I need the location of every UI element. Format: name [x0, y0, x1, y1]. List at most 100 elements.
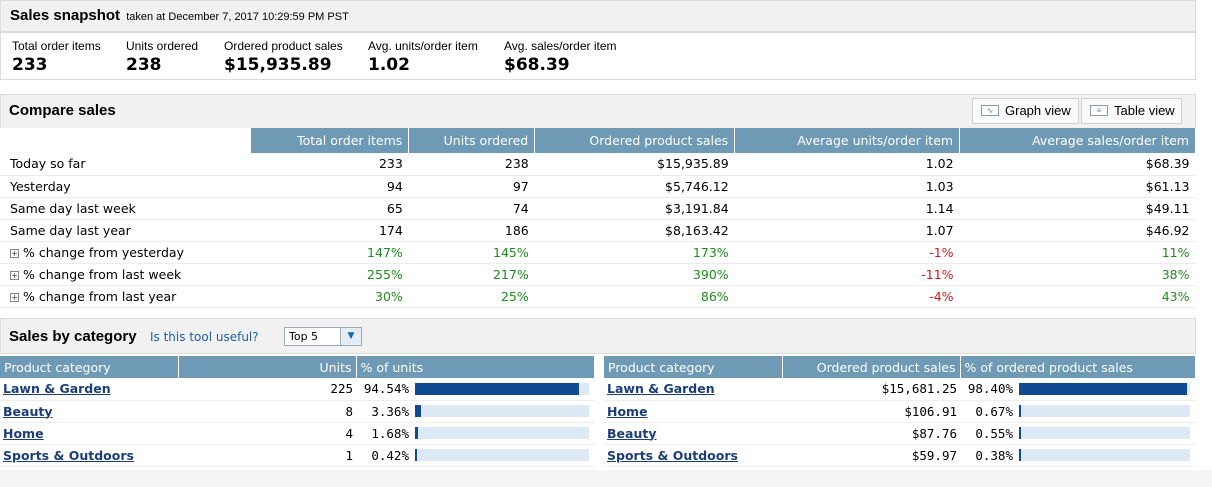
row-label: Today so far — [0, 153, 251, 176]
category-value: 225 — [178, 378, 356, 401]
percent-bar-fill — [1019, 427, 1022, 439]
row-label-text: Same day last year — [10, 222, 131, 238]
col-ordered-product-sales: Ordered product sales — [782, 356, 961, 378]
compare-table: Total order items Units ordered Ordered … — [0, 128, 1196, 308]
row-label: Yesterday — [0, 175, 251, 198]
col-pct-units: % of units — [356, 356, 595, 378]
snapshot-title: Sales snapshot taken at December 7, 2017… — [10, 7, 349, 24]
row-label: + % change from last week — [0, 263, 251, 286]
percent-bar-track — [415, 382, 589, 395]
category-row: Home 4 1.68% — [0, 422, 595, 445]
metric-avg-sales: Avg. sales/order item $68.39 — [504, 39, 617, 75]
category-value: $106.91 — [782, 400, 960, 423]
top-n-select[interactable]: Top 5 ▼ — [284, 327, 362, 346]
graph-view-button[interactable]: ∿ Graph view — [972, 98, 1079, 124]
compare-cell: $61.13 — [959, 175, 1196, 198]
col-avg-units: Average units/order item — [734, 128, 961, 153]
category-name-cell: Lawn & Garden — [0, 378, 178, 401]
row-label: + % change from yesterday — [0, 241, 251, 264]
category-header: Sales by category Is this tool useful? T… — [0, 318, 1196, 354]
category-bar-cell — [412, 378, 595, 401]
table-view-label: Table view — [1114, 103, 1175, 118]
category-bar-cell — [412, 400, 595, 423]
percent-bar-track — [415, 449, 589, 461]
expand-icon[interactable]: + — [10, 248, 19, 258]
category-link[interactable]: Home — [607, 403, 648, 419]
snapshot-timestamp: taken at December 7, 2017 10:29:59 PM PS… — [126, 11, 349, 23]
col-avg-sales: Average sales/order item — [959, 128, 1196, 153]
category-link[interactable]: Lawn & Garden — [607, 381, 715, 397]
category-pct: 0.38% — [960, 444, 1016, 467]
row-label-text: % change from yesterday — [23, 244, 184, 260]
compare-row[interactable]: + % change from last week 255% 217% 390% -11%… — [0, 263, 1196, 286]
sales-header-row: Product category Ordered product sales %… — [604, 356, 1196, 378]
compare-cell: 30% — [250, 285, 409, 308]
tool-useful-link[interactable]: Is this tool useful? — [150, 330, 259, 344]
compare-row[interactable]: + % change from last year 30% 25% 86% -4% 43% — [0, 285, 1196, 308]
row-label: Same day last week — [0, 197, 251, 220]
expand-icon[interactable]: + — [10, 292, 19, 302]
metric-total-order-items: Total order items 233 — [12, 39, 101, 75]
category-pct: 0.42% — [356, 444, 412, 467]
compare-cell: 217% — [408, 263, 535, 286]
snapshot-metrics: Total order items 233 Units ordered 238 … — [0, 32, 1196, 80]
category-name-cell: Beauty — [0, 400, 178, 423]
compare-cell: 25% — [408, 285, 535, 308]
metric-value: $15,935.89 — [224, 55, 332, 75]
percent-bar-track — [1019, 405, 1190, 417]
expand-icon[interactable]: + — [10, 270, 19, 280]
col-total-order-items: Total order items — [250, 128, 410, 153]
col-units-ordered: Units ordered — [408, 128, 536, 153]
compare-cell: -4% — [734, 285, 960, 308]
category-bar-cell — [412, 444, 595, 467]
compare-cell: 1.07 — [734, 219, 960, 242]
category-link[interactable]: Home — [3, 425, 44, 441]
category-value: 4 — [178, 422, 356, 445]
compare-row[interactable]: + % change from yesterday 147% 145% 173% -1% 1… — [0, 241, 1196, 264]
percent-bar-track — [415, 427, 589, 439]
category-title: Sales by category — [9, 328, 137, 345]
footer-band — [0, 470, 1212, 487]
col-units: Units — [178, 356, 357, 378]
metric-ordered-product-sales: Ordered product sales $15,935.89 — [224, 39, 343, 75]
category-link[interactable]: Beauty — [3, 403, 53, 419]
units-header-row: Product category Units % of units — [0, 356, 595, 378]
compare-cell: 74 — [408, 197, 535, 220]
col-product-category: Product category — [0, 356, 179, 378]
compare-cell: 86% — [534, 285, 735, 308]
category-bar-cell — [1016, 444, 1196, 467]
line-chart-icon: ∿ — [981, 105, 999, 116]
metric-value: 238 — [126, 55, 162, 75]
percent-bar-fill — [1019, 382, 1187, 395]
percent-bar-fill — [415, 427, 418, 439]
table-view-button[interactable]: ≡ Table view — [1081, 98, 1182, 124]
chevron-down-icon: ▼ — [340, 328, 361, 345]
row-label-text: Yesterday — [10, 178, 71, 194]
category-link[interactable]: Lawn & Garden — [3, 381, 111, 397]
category-link[interactable]: Beauty — [607, 425, 657, 441]
compare-cell: 1.03 — [734, 175, 960, 198]
category-row: Sports & Outdoors 1 0.42% — [0, 444, 595, 467]
blank-header — [0, 128, 252, 153]
category-value: $59.97 — [782, 444, 960, 467]
compare-cell: 233 — [250, 153, 409, 176]
compare-cell: 38% — [959, 263, 1196, 286]
compare-cell: 174 — [250, 219, 409, 242]
compare-cell: -11% — [734, 263, 960, 286]
compare-cell: 255% — [250, 263, 409, 286]
category-row: Beauty $87.76 0.55% — [604, 422, 1196, 445]
compare-cell: $5,746.12 — [534, 175, 735, 198]
category-link[interactable]: Sports & Outdoors — [3, 447, 134, 463]
compare-cell: 65 — [250, 197, 409, 220]
category-link[interactable]: Sports & Outdoors — [607, 447, 738, 463]
metric-value: $68.39 — [504, 55, 570, 75]
row-label-text: % change from last week — [23, 266, 182, 282]
percent-bar-fill — [1019, 449, 1022, 461]
col-pct-sales: % of ordered product sales — [960, 356, 1196, 378]
compare-row: Yesterday 94 97 $5,746.12 1.03 $61.13 — [0, 175, 1196, 198]
percent-bar-fill — [1019, 405, 1022, 417]
compare-cell: $68.39 — [959, 153, 1196, 176]
compare-cell: 1.02 — [734, 153, 960, 176]
category-row: Home $106.91 0.67% — [604, 400, 1196, 423]
percent-bar-fill — [415, 405, 421, 417]
